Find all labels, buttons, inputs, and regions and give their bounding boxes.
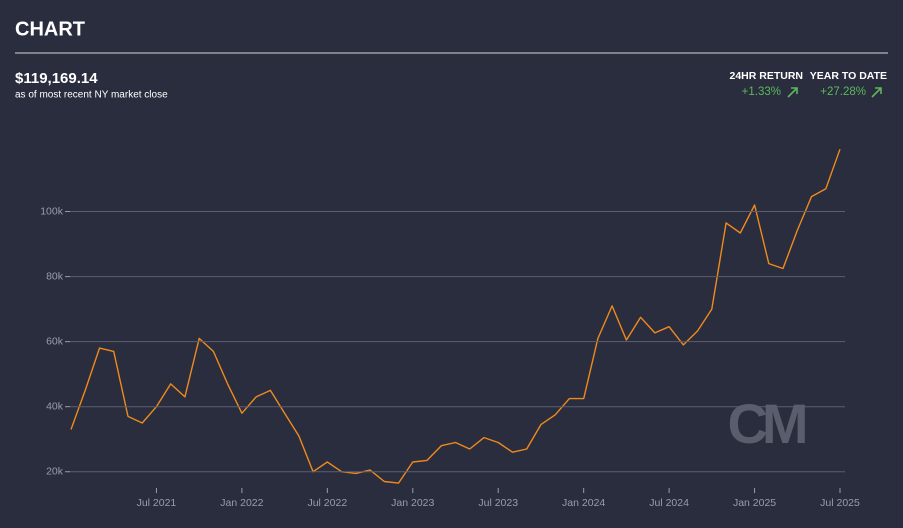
up-arrow: [787, 87, 798, 98]
y-tick-label: 100k: [40, 205, 64, 217]
up-arrow: [871, 87, 882, 98]
price-line: [70, 148, 841, 484]
return-label: 24HR RETURN: [729, 70, 803, 82]
x-tick-label: Jul 2024: [649, 497, 689, 509]
price: $119,169.14: [15, 70, 98, 87]
x-tick-label: Jan 2025: [733, 497, 776, 509]
x-tick-label: Jul 2025: [820, 497, 860, 509]
x-tick-label: Jul 2023: [478, 497, 518, 509]
watermark: CM: [727, 392, 804, 455]
title: CHART: [15, 18, 85, 40]
y-tick-label: 40k: [46, 400, 64, 412]
x-tick-label: Jul 2021: [137, 497, 177, 509]
y-tick-label: 80k: [46, 270, 64, 282]
x-tick-label: Jan 2024: [562, 497, 605, 509]
x-tick-label: Jan 2023: [391, 497, 434, 509]
return-value: +27.28%: [820, 86, 866, 98]
x-tick-label: Jan 2022: [220, 497, 263, 509]
x-tick-label: Jul 2022: [307, 497, 347, 509]
return-value: +1.33%: [742, 86, 781, 98]
price-note: as of most recent NY market close: [15, 90, 168, 101]
return-label: YEAR TO DATE: [810, 70, 887, 82]
y-tick-label: 20k: [46, 466, 64, 478]
y-tick-label: 60k: [46, 335, 64, 347]
